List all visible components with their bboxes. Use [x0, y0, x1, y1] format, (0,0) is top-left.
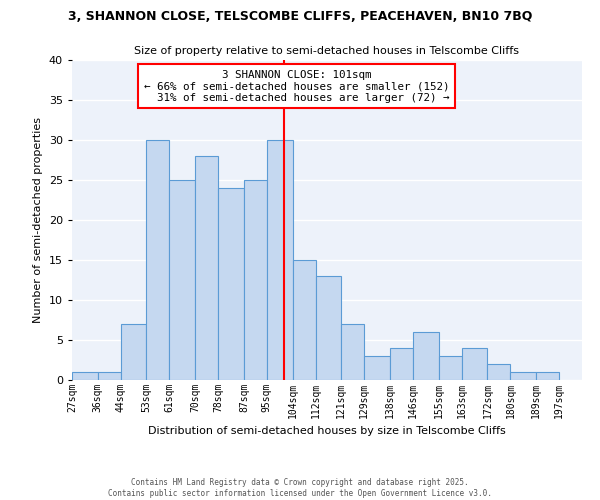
Text: Contains HM Land Registry data © Crown copyright and database right 2025.
Contai: Contains HM Land Registry data © Crown c… [108, 478, 492, 498]
Bar [487, 364, 511, 380]
Bar [169, 180, 195, 380]
Bar [390, 348, 413, 380]
Bar [267, 140, 293, 380]
Bar [195, 156, 218, 380]
X-axis label: Distribution of semi-detached houses by size in Telscombe Cliffs: Distribution of semi-detached houses by … [148, 426, 506, 436]
Bar [536, 372, 559, 380]
Title: Size of property relative to semi-detached houses in Telscombe Cliffs: Size of property relative to semi-detach… [134, 46, 520, 56]
Bar [341, 324, 364, 380]
Bar [461, 348, 487, 380]
Bar [72, 372, 98, 380]
Bar [364, 356, 390, 380]
Y-axis label: Number of semi-detached properties: Number of semi-detached properties [33, 117, 43, 323]
Bar [146, 140, 169, 380]
Bar [439, 356, 461, 380]
Text: 3, SHANNON CLOSE, TELSCOMBE CLIFFS, PEACEHAVEN, BN10 7BQ: 3, SHANNON CLOSE, TELSCOMBE CLIFFS, PEAC… [68, 10, 532, 23]
Bar [218, 188, 244, 380]
Bar [121, 324, 146, 380]
Bar [98, 372, 121, 380]
Bar [413, 332, 439, 380]
Bar [511, 372, 536, 380]
Bar [244, 180, 267, 380]
Text: 3 SHANNON CLOSE: 101sqm  
← 66% of semi-detached houses are smaller (152)
  31% : 3 SHANNON CLOSE: 101sqm ← 66% of semi-de… [143, 70, 449, 103]
Bar [316, 276, 341, 380]
Bar [293, 260, 316, 380]
